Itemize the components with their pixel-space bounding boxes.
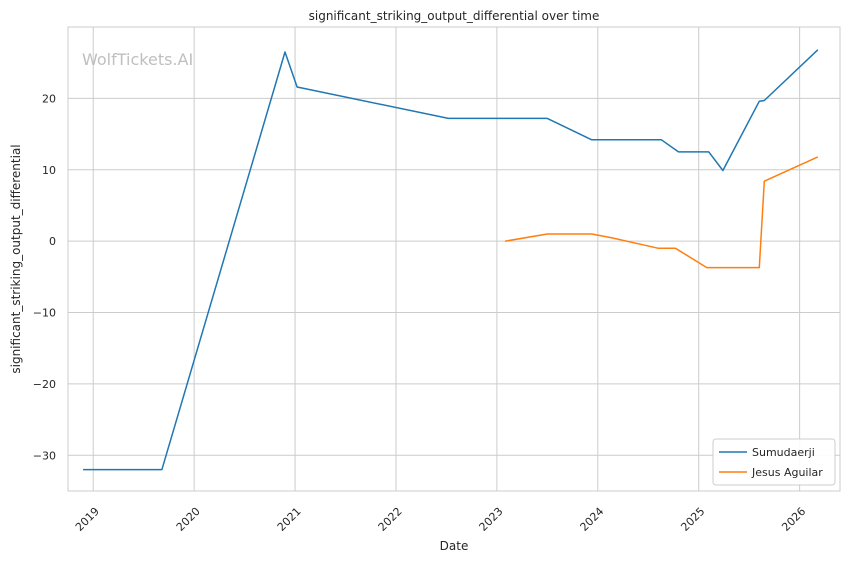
legend-box — [712, 438, 836, 486]
plot-frame — [67, 26, 841, 492]
series-line-sumudaerji — [83, 49, 819, 471]
y-tick-label-30: −30 — [33, 449, 56, 462]
y-tick-label-20: −20 — [33, 378, 56, 391]
legend-label-jesus-aguilar: Jesus Aguilar — [751, 466, 823, 479]
series-lines — [83, 49, 819, 471]
chart-title: significant_striking_output_differential… — [309, 9, 600, 23]
y-axis-ticks: 20 10 0 −10 −20 −30 — [33, 92, 56, 462]
y-tick-label-20: 20 — [42, 92, 56, 105]
y-tick-label-10: −10 — [33, 307, 56, 320]
y-axis-label: significant_striking_output_differential — [9, 144, 23, 373]
x-tick-label-2019: 2019 — [73, 505, 102, 534]
x-tick-label-2025: 2025 — [678, 505, 707, 534]
x-tick-label-2022: 2022 — [376, 505, 405, 534]
y-tick-label-10: 10 — [42, 164, 56, 177]
x-tick-label-2020: 2020 — [174, 505, 203, 534]
watermark: WolfTickets.AI — [82, 50, 193, 69]
series-line-jesus-aguilar — [504, 156, 819, 269]
x-tick-label-2023: 2023 — [477, 505, 506, 534]
grid — [68, 27, 840, 491]
x-tick-label-2021: 2021 — [275, 505, 304, 534]
legend: Sumudaerji Jesus Aguilar — [712, 438, 836, 486]
legend-label-sumudaerji: Sumudaerji — [752, 446, 815, 459]
x-tick-label-2026: 2026 — [779, 505, 808, 534]
x-axis-label: Date — [440, 539, 469, 553]
x-axis-ticks: 2019 2020 2021 2022 2023 2024 2025 2026 — [73, 505, 808, 534]
y-tick-label-0: 0 — [49, 235, 56, 248]
x-tick-label-2024: 2024 — [578, 505, 607, 534]
plot-area: WolfTickets.AI — [67, 26, 841, 492]
